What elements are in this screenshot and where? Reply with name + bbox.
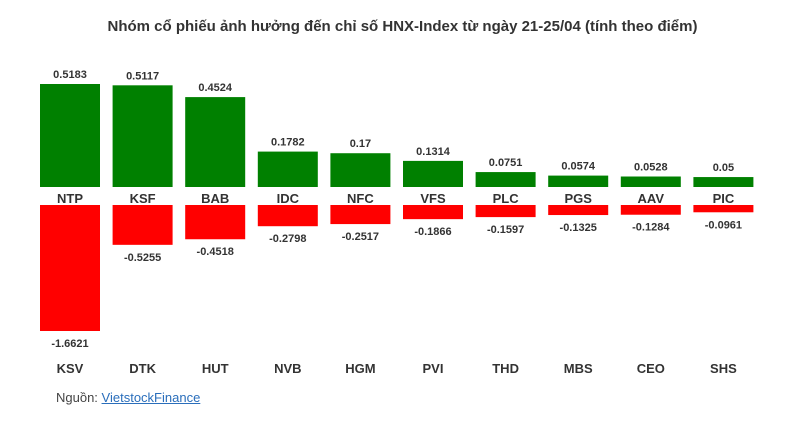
negative-ticker-label: PVI <box>423 361 444 376</box>
positive-value-label: 0.5183 <box>53 69 87 81</box>
positive-bar <box>475 172 536 187</box>
negative-ticker-label: DTK <box>129 361 156 376</box>
negative-ticker-label: SHS <box>710 361 737 376</box>
positive-value-label: 0.17 <box>350 138 371 150</box>
chart-title: Nhóm cổ phiếu ảnh hưởng đến chỉ số HNX-I… <box>107 18 698 35</box>
positive-ticker-label: VFS <box>420 191 446 206</box>
negative-value-label: -0.2517 <box>342 231 379 243</box>
negative-value-label: -0.2798 <box>269 233 306 245</box>
positive-ticker-label: KSF <box>130 191 156 206</box>
positive-value-label: 0.4524 <box>198 82 233 94</box>
positive-ticker-label: PGS <box>564 191 592 206</box>
negative-value-label: -0.1284 <box>632 222 670 234</box>
negative-value-label: -0.1866 <box>414 226 451 238</box>
positive-ticker-label: NTP <box>57 191 83 206</box>
positive-value-label: 0.1782 <box>271 137 305 149</box>
positive-value-label: 0.1314 <box>416 146 451 158</box>
positive-ticker-label: IDC <box>277 191 300 206</box>
negative-ticker-label: THD <box>492 361 519 376</box>
negative-bar <box>330 205 391 225</box>
positive-ticker-label: AAV <box>638 191 665 206</box>
source-link[interactable]: VietstockFinance <box>101 390 201 405</box>
positive-ticker-label: BAB <box>201 191 229 206</box>
negative-value-label: -0.5255 <box>124 252 161 264</box>
negative-bar <box>693 205 754 213</box>
negative-ticker-label: HUT <box>202 361 229 376</box>
positive-bar <box>403 160 463 187</box>
negative-ticker-label: CEO <box>637 361 665 376</box>
negative-bar <box>620 205 681 215</box>
positive-value-label: 0.05 <box>713 162 734 174</box>
positive-value-label: 0.5117 <box>126 70 159 82</box>
negative-value-label: -1.6621 <box>51 338 88 350</box>
positive-bar <box>548 175 609 187</box>
source-line: Nguồn: VietstockFinance <box>56 390 200 405</box>
negative-bar <box>403 205 463 220</box>
positive-bar <box>40 84 100 187</box>
negative-bar <box>185 205 246 240</box>
negative-bar <box>475 205 536 218</box>
positive-ticker-label: PIC <box>713 191 735 206</box>
positive-bar <box>330 153 391 187</box>
negative-ticker-label: NVB <box>274 361 301 376</box>
negative-bar <box>40 205 100 331</box>
positive-bar <box>185 97 246 187</box>
negative-bar <box>112 205 173 245</box>
positive-bar <box>620 176 681 187</box>
negative-value-label: -0.1597 <box>487 224 524 236</box>
negative-ticker-label: KSV <box>57 361 84 376</box>
positive-value-label: 0.0528 <box>634 162 668 174</box>
negative-value-label: -0.1325 <box>560 222 597 234</box>
positive-ticker-label: PLC <box>493 191 520 206</box>
negative-value-label: -0.0961 <box>705 219 742 231</box>
positive-bar <box>112 85 173 187</box>
positive-value-label: 0.0574 <box>561 161 596 173</box>
positive-value-label: 0.0751 <box>489 157 523 169</box>
positive-bar <box>257 151 318 187</box>
positive-ticker-label: NFC <box>347 191 374 206</box>
negative-ticker-label: HGM <box>345 361 375 376</box>
negative-value-label: -0.4518 <box>197 246 234 258</box>
negative-ticker-label: MBS <box>564 361 593 376</box>
positive-bar <box>693 177 754 187</box>
negative-bar <box>257 205 318 227</box>
source-prefix: Nguồn: <box>56 390 102 405</box>
negative-bar <box>548 205 609 216</box>
